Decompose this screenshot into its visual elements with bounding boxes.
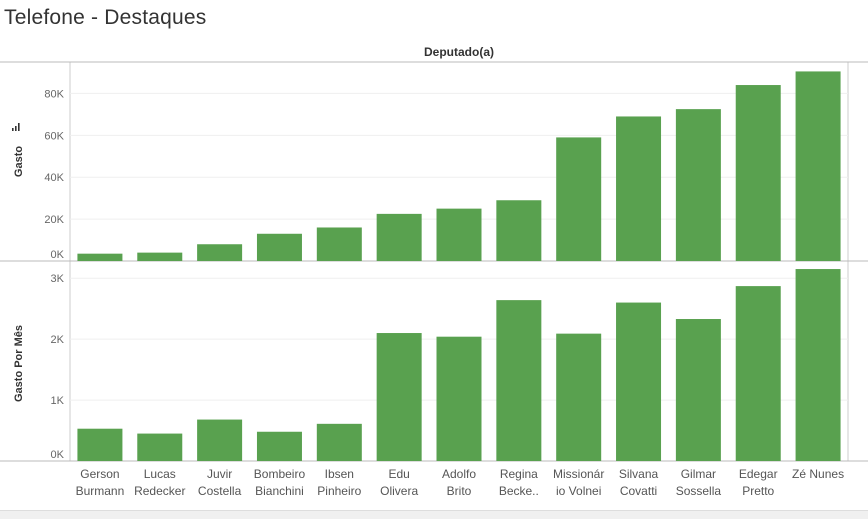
bar: [316, 227, 362, 261]
sort-icon: [18, 123, 20, 131]
y-tick-label: 80K: [44, 88, 64, 100]
x-category-label: io Volnei: [556, 484, 601, 498]
x-category-label: Lucas: [144, 467, 176, 481]
bar: [256, 431, 302, 461]
sort-icon: [15, 126, 17, 131]
bar: [376, 333, 422, 461]
y-tick-label: 0K: [51, 449, 65, 461]
bar: [316, 423, 362, 461]
y-axis-label: Gasto: [13, 146, 25, 177]
bar: [795, 269, 841, 461]
x-category-label: Silvana: [619, 467, 659, 481]
bar: [137, 433, 183, 461]
x-category-label: Zé Nunes: [792, 467, 844, 481]
x-category-label: Ibsen: [325, 467, 354, 481]
x-category-label: Becke..: [499, 484, 539, 498]
page-title: Telefone - Destaques: [4, 6, 207, 29]
bar: [556, 137, 602, 261]
bar: [616, 116, 662, 261]
bar: [735, 286, 781, 461]
footer-bar: [0, 510, 868, 519]
x-category-label: Costella: [198, 484, 242, 498]
bar: [556, 333, 602, 461]
x-category-label: Edegar: [739, 467, 778, 481]
bar: [197, 244, 243, 261]
x-category-label: Missionár: [553, 467, 604, 481]
y-tick-label: 20K: [44, 214, 64, 226]
bar: [77, 428, 123, 461]
column-header: Deputado(a): [424, 45, 494, 59]
y-axis-label: Gasto Por Mês: [13, 325, 25, 402]
x-category-label: Covatti: [620, 484, 657, 498]
bar: [675, 109, 721, 261]
bar: [137, 252, 183, 261]
bar: [77, 253, 123, 261]
x-category-label: Pretto: [742, 484, 774, 498]
bar: [735, 85, 781, 261]
x-category-label: Sossella: [676, 484, 722, 498]
bar: [376, 213, 422, 261]
bar: [436, 208, 482, 261]
bar: [496, 200, 542, 261]
y-tick-label: 1K: [51, 395, 65, 407]
x-category-label: Redecker: [134, 484, 185, 498]
x-category-label: Bianchini: [255, 484, 304, 498]
x-category-label: Edu: [388, 467, 409, 481]
x-category-label: Adolfo: [442, 467, 476, 481]
y-tick-label: 2K: [51, 334, 65, 346]
y-tick-label: 3K: [51, 273, 65, 285]
x-category-label: Bombeiro: [254, 467, 306, 481]
x-category-label: Regina: [500, 467, 538, 481]
bar: [616, 302, 662, 461]
bar: [256, 233, 302, 261]
x-category-label: Brito: [447, 484, 472, 498]
y-tick-label: 40K: [44, 172, 64, 184]
bar: [436, 336, 482, 461]
y-tick-label: 60K: [44, 130, 64, 142]
y-tick-label: 0K: [51, 249, 65, 261]
sort-icon: [12, 128, 14, 131]
x-category-label: Olivera: [380, 484, 418, 498]
bar: [197, 419, 243, 461]
x-category-label: Juvir: [207, 467, 232, 481]
x-category-label: Pinheiro: [317, 484, 361, 498]
x-category-label: Gerson: [80, 467, 119, 481]
x-category-label: Gilmar: [681, 467, 716, 481]
bar: [795, 71, 841, 261]
bar: [675, 319, 721, 461]
x-category-label: Burmann: [76, 484, 125, 498]
bar: [496, 300, 542, 461]
